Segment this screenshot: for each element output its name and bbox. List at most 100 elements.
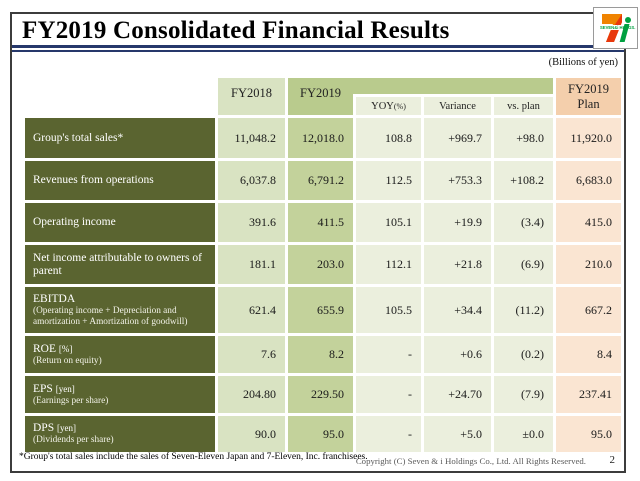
row-label-subtext: (Earnings per share): [33, 395, 109, 406]
cell-fy2019: 8.2: [288, 336, 353, 373]
cell-plan: 210.0: [556, 245, 621, 284]
table-row: ROE [%] (Return on equity) 7.6 8.2 - +0.…: [25, 336, 621, 373]
seven-i-logo-icon: SEVEN&i HLDGS.: [598, 14, 635, 42]
cell-plan: 6,683.0: [556, 161, 621, 200]
cell-variance: +24.70: [424, 376, 491, 413]
page-title: FY2019 Consolidated Financial Results: [22, 17, 450, 44]
header-plan-line1: FY2019: [568, 81, 609, 96]
cell-variance: +21.8: [424, 245, 491, 284]
cell-vs-plan: (3.4): [494, 203, 553, 242]
copyright-text: Copyright (C) Seven & i Holdings Co., Lt…: [355, 456, 586, 466]
header-fy2019-plan: FY2019 Plan: [556, 78, 621, 115]
cell-fy2019: 95.0: [288, 416, 353, 452]
cell-vs-plan: ±0.0: [494, 416, 553, 452]
row-label: EBITDA (Operating income + Depreciation …: [25, 287, 215, 333]
cell-plan: 11,920.0: [556, 118, 621, 158]
row-label: Revenues from operations: [25, 161, 215, 200]
row-label-text: Operating income: [33, 216, 116, 228]
row-label-text: Group's total sales*: [33, 131, 124, 144]
row-label: EPS [yen] (Earnings per share): [25, 376, 215, 413]
cell-fy2018: 6,037.8: [218, 161, 285, 200]
cell-vs-plan: +98.0: [494, 118, 553, 158]
row-label-main: DPS: [33, 422, 55, 435]
page-number: 2: [609, 454, 616, 466]
cell-fy2019: 12,018.0: [288, 118, 353, 158]
cell-fy2019: 411.5: [288, 203, 353, 242]
row-label-unit: [yen]: [55, 383, 75, 394]
header-yoy: YOY (%): [356, 97, 421, 115]
header-plan-line2: Plan: [577, 96, 600, 111]
cell-fy2018: 90.0: [218, 416, 285, 452]
row-label-text: EPS [yen]: [33, 383, 209, 396]
cell-yoy: 105.1: [356, 203, 421, 242]
table-row: Operating income 391.6 411.5 105.1 +19.9…: [25, 203, 621, 242]
cell-yoy: 108.8: [356, 118, 421, 158]
cell-variance: +19.9: [424, 203, 491, 242]
cell-fy2018: 181.1: [218, 245, 285, 284]
seven-i-holdings-logo: SEVEN&i HLDGS.: [593, 7, 638, 49]
cell-yoy: -: [356, 376, 421, 413]
table-row: Group's total sales* 11,048.2 12,018.0 1…: [25, 118, 621, 158]
header-vs-plan: vs. plan: [494, 97, 553, 115]
cell-plan: 667.2: [556, 287, 621, 333]
row-label: Group's total sales*: [25, 118, 215, 158]
cell-fy2018: 391.6: [218, 203, 285, 242]
svg-text:SEVEN&i HLDGS.: SEVEN&i HLDGS.: [600, 25, 635, 30]
row-label-subtext: (Dividends per share): [33, 435, 114, 446]
row-label: ROE [%] (Return on equity): [25, 336, 215, 373]
financial-results-table: FY2018 FY2019 YOY (%) Variance vs. plan F…: [25, 78, 621, 455]
row-label-subtext: (Operating income + Depreciation and amo…: [33, 306, 188, 327]
table-row: Revenues from operations 6,037.8 6,791.2…: [25, 161, 621, 200]
table-row: EBITDA (Operating income + Depreciation …: [25, 287, 621, 333]
header-fy2019: FY2019: [300, 86, 341, 100]
cell-yoy: 112.1: [356, 245, 421, 284]
table-row: EPS [yen] (Earnings per share) 204.80 22…: [25, 376, 621, 413]
row-label-subtext: (Return on equity): [33, 355, 102, 366]
table-header-row: FY2018 FY2019 YOY (%) Variance vs. plan F…: [25, 78, 621, 115]
cell-fy2019: 203.0: [288, 245, 353, 284]
row-label-unit: [%]: [58, 343, 73, 354]
header-subcolumns: YOY (%) Variance vs. plan: [353, 94, 553, 115]
header-fy2019-group: FY2019 YOY (%) Variance vs. plan: [288, 78, 553, 115]
cell-variance: +0.6: [424, 336, 491, 373]
title-divider: [12, 45, 624, 52]
cell-yoy: 112.5: [356, 161, 421, 200]
cell-fy2018: 11,048.2: [218, 118, 285, 158]
row-label-unit: [yen]: [56, 423, 76, 434]
cell-plan: 95.0: [556, 416, 621, 452]
cell-vs-plan: +108.2: [494, 161, 553, 200]
header-blank-cell: [25, 78, 215, 115]
table-row: DPS [yen] (Dividends per share) 90.0 95.…: [25, 416, 621, 452]
row-label-text: DPS [yen]: [33, 422, 209, 435]
cell-fy2018: 621.4: [218, 287, 285, 333]
row-label-text: ROE [%]: [33, 343, 209, 356]
cell-vs-plan: (7.9): [494, 376, 553, 413]
row-label: Net income attributable to owners of par…: [25, 245, 215, 284]
cell-fy2018: 7.6: [218, 336, 285, 373]
cell-variance: +5.0: [424, 416, 491, 452]
table-row: Net income attributable to owners of par…: [25, 245, 621, 284]
cell-fy2019: 655.9: [288, 287, 353, 333]
slide: FY2019 Consolidated Financial Results (B…: [10, 7, 638, 473]
cell-variance: +753.3: [424, 161, 491, 200]
cell-fy2019: 6,791.2: [288, 161, 353, 200]
cell-yoy: 105.5: [356, 287, 421, 333]
header-fy2018: FY2018: [218, 78, 285, 115]
header-yoy-label: YOY: [371, 100, 394, 112]
row-label-text: Net income attributable to owners of par…: [33, 251, 202, 277]
cell-yoy: -: [356, 416, 421, 452]
cell-vs-plan: (0.2): [494, 336, 553, 373]
cell-yoy: -: [356, 336, 421, 373]
cell-vs-plan: (6.9): [494, 245, 553, 284]
unit-note: (Billions of yen): [548, 57, 618, 68]
footnote: *Group's total sales include the sales o…: [19, 452, 368, 462]
cell-variance: +969.7: [424, 118, 491, 158]
cell-vs-plan: (11.2): [494, 287, 553, 333]
cell-fy2019: 229.50: [288, 376, 353, 413]
row-label: DPS [yen] (Dividends per share): [25, 416, 215, 452]
cell-plan: 415.0: [556, 203, 621, 242]
row-label-text: EBITDA: [33, 293, 76, 305]
row-label-main: EPS: [33, 382, 53, 395]
cell-variance: +34.4: [424, 287, 491, 333]
row-label: Operating income: [25, 203, 215, 242]
